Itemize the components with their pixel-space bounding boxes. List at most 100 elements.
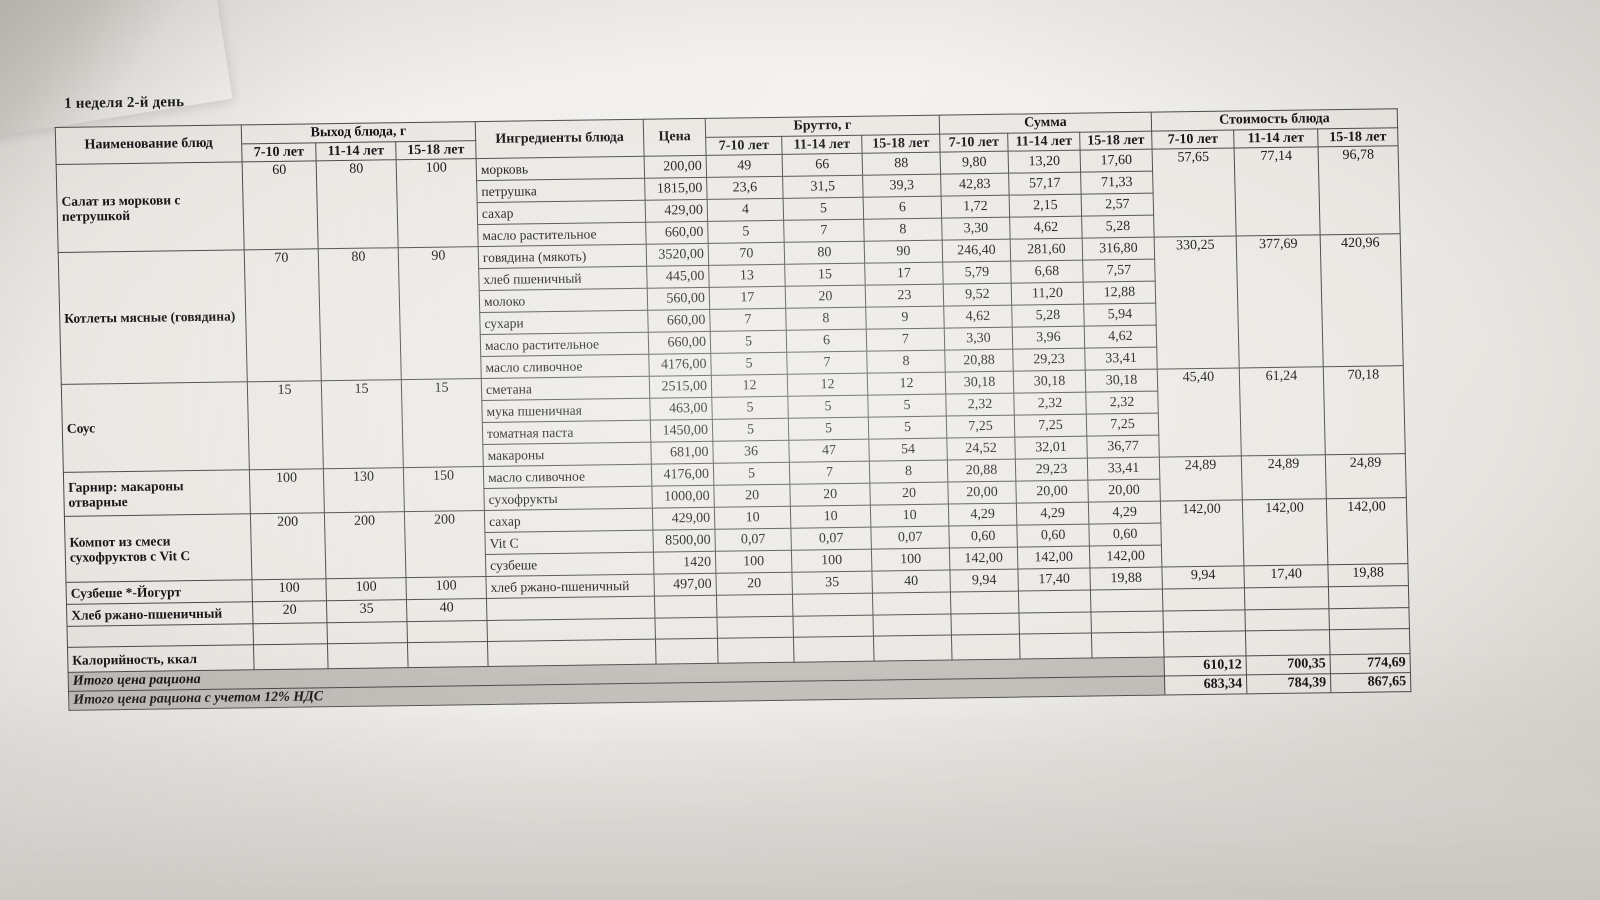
gross-2: 17 [864,262,944,286]
ingredient-price: 681,00 [650,441,714,465]
ingredient-price: 497,00 [653,573,717,597]
ingredient-name: сухари [479,310,649,335]
ingredient-name: морковь [476,156,645,181]
total-price-vat-value-0: 683,34 [1164,674,1247,695]
ingredient-name: масло растительное [480,332,649,357]
gross-0: 0,07 [714,528,792,552]
spacer-cell [1090,611,1164,634]
dish-yield-2: 90 [398,246,482,381]
sum-1: 6,68 [1010,260,1084,284]
dish-name-cell: Хлеб ржано-пшеничный [66,602,253,627]
dish-yield-0: 70 [244,249,322,383]
dish-cost-0: 142,00 [1160,500,1244,568]
gross-1: 80 [784,241,865,265]
header-price: Цена [643,118,707,157]
spacer-cell [950,613,1020,636]
gross-2: 0,07 [870,526,950,550]
spacer-cell [1018,612,1092,635]
sum-2: 71,33 [1080,171,1154,195]
gross-1: 12 [787,373,868,397]
dish-cost-0: 9,94 [1161,566,1245,590]
ingredient-price: 463,00 [649,397,713,421]
gross-1: 5 [783,197,864,221]
gross-2: 88 [862,152,941,176]
dish-cost-0: 330,25 [1154,236,1240,370]
sum-2: 7,57 [1082,259,1156,283]
header-gross-age-1: 11-14 лет [781,134,863,155]
ingredient-name: томатная паста [482,420,651,445]
sum-0: 7,25 [946,415,1015,439]
gross-2: 39,3 [862,174,942,198]
gross-0: 13 [708,264,786,288]
sum-2: 2,32 [1085,391,1159,415]
calories-label: Калорийность, ккал [67,645,255,673]
ingredient-price: 429,00 [645,199,708,223]
gross-0: 70 [708,242,785,266]
sum-1: 281,60 [1010,238,1083,262]
ingredient-name: молоко [479,288,648,313]
header-ingredients: Ингредиенты блюда [475,119,645,159]
gross-0: 5 [712,418,789,442]
dish-name-cell: Гарнир: макароны отварные [63,470,251,517]
calories-value-2 [1329,628,1411,656]
gross-1: 47 [788,439,870,463]
header-sum-age-0: 7-10 лет [939,132,1009,153]
ingredient-name: сухофрукты [483,486,653,511]
dish-yield-2: 200 [404,510,486,578]
sum-2: 4,29 [1088,501,1161,525]
sum-2: 17,60 [1080,149,1153,173]
dish-yield-2: 100 [405,576,487,600]
total-price-value-2: 774,69 [1330,653,1411,674]
calories-blank-cell [717,637,795,664]
dish-yield-2: 40 [406,598,487,622]
gross-1: 7 [789,461,870,485]
ingredient-name [486,596,655,621]
sum-2 [1090,589,1163,613]
calories-blank-cell [327,642,409,670]
gross-1: 5 [787,395,869,419]
gross-0: 10 [714,506,791,530]
ingredient-price: 660,00 [648,331,711,355]
ingredient-price [654,595,717,619]
sum-1: 142,00 [1017,546,1090,570]
ingredient-price: 429,00 [652,507,715,531]
calories-blank-cell [1019,633,1093,660]
sum-0: 30,18 [945,371,1014,395]
sum-0: 20,88 [944,349,1014,373]
sum-0: 9,80 [940,151,1009,175]
gross-0: 20 [715,572,793,596]
gross-0: 36 [712,440,790,464]
gross-0: 20 [713,484,791,508]
gross-1 [792,593,873,617]
gross-1: 15 [784,263,866,287]
dish-yield-2: 100 [396,158,479,249]
dish-cost-2: 70,18 [1323,366,1406,456]
gross-2: 40 [871,570,951,594]
spacer-cell [486,618,656,642]
sum-1: 32,01 [1014,436,1088,460]
dish-yield-0: 100 [251,579,327,603]
header-yield-age-1: 11-14 лет [315,141,397,162]
table-body: Салат из моркови с петрушкой 60 80 100 морко… [56,146,1411,711]
sum-0: 3,30 [941,217,1011,241]
calories-blank-cell [873,635,953,662]
spacer-cell [792,615,874,638]
sum-2: 2,57 [1081,193,1154,217]
gross-1: 8 [785,307,867,331]
ingredient-name: сметана [481,376,650,401]
dish-name-cell: Сузбеше *-Йогурт [65,580,253,605]
sum-1: 3,96 [1012,326,1085,350]
gross-0: 7 [709,308,787,332]
sum-0: 0,60 [948,525,1018,549]
calories-blank-cell [253,644,329,671]
gross-1: 35 [791,571,873,595]
header-yield-age-0: 7-10 лет [241,142,317,163]
dish-yield-2: 150 [403,466,485,512]
sum-2: 36,77 [1086,435,1160,459]
dish-yield-0: 200 [250,513,326,581]
spacer-cell [406,620,488,643]
total-price-value-1: 700,35 [1246,655,1331,675]
gross-1: 20 [789,483,871,507]
sum-1: 30,18 [1013,370,1086,394]
gross-2: 5 [868,416,947,440]
